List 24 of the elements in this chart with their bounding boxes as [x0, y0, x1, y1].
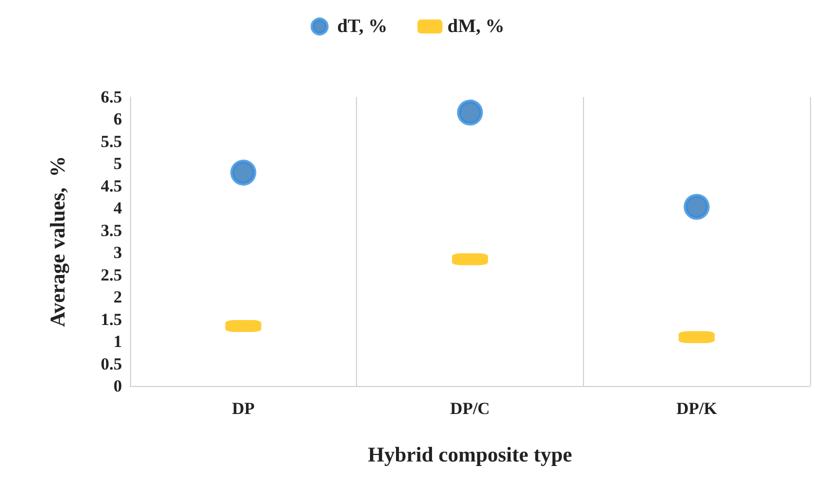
y-tick-label: 1.5: [100, 310, 122, 329]
x-tick-label: DP: [232, 399, 255, 418]
y-tick-label: 6: [114, 110, 122, 129]
y-tick-label: 2.5: [100, 265, 122, 284]
x-tick-label: DP/C: [450, 399, 490, 418]
y-tick-label: 5: [114, 154, 122, 174]
y-tick-label: 5.5: [100, 132, 122, 151]
y-tick-label: 0.5: [100, 354, 122, 374]
x-tick-label: DP/K: [676, 399, 718, 418]
y-tick-label: 2: [114, 288, 122, 307]
y-tick-label: 6.5: [100, 88, 122, 106]
legend-label: dM, %: [447, 16, 504, 37]
legend-label: dT, %: [337, 16, 388, 37]
point: [684, 194, 710, 220]
y-tick-label: 4.5: [100, 176, 122, 196]
y-tick-label: 0: [114, 376, 122, 396]
point: [230, 160, 256, 186]
y-tick-label: 3: [114, 243, 122, 262]
x-axis-title: Hybrid composite type: [368, 442, 572, 466]
point: [457, 100, 483, 126]
y-tick-label: 3.5: [100, 220, 122, 240]
y-axis-title: Average values, %: [46, 156, 70, 328]
y-tick-label: 1: [114, 332, 122, 352]
y-tick-label: 4: [114, 198, 122, 218]
